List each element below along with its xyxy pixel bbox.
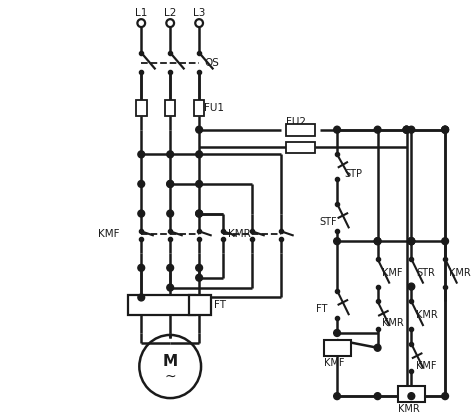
Circle shape <box>167 151 173 158</box>
Circle shape <box>442 238 448 245</box>
Bar <box>286 124 315 136</box>
Text: L1: L1 <box>135 8 147 18</box>
Text: STF: STF <box>319 218 337 228</box>
Text: KMF: KMF <box>383 268 403 278</box>
Text: L2: L2 <box>164 8 176 18</box>
Bar <box>398 386 425 402</box>
Text: FT: FT <box>316 304 327 314</box>
Bar <box>190 295 211 315</box>
Bar <box>324 340 351 356</box>
Circle shape <box>138 210 145 217</box>
Bar <box>165 100 175 116</box>
Circle shape <box>374 393 381 400</box>
Circle shape <box>167 210 173 217</box>
Circle shape <box>408 238 415 245</box>
Circle shape <box>334 126 340 133</box>
Bar <box>194 100 204 116</box>
Text: KMR: KMR <box>228 229 251 239</box>
Circle shape <box>334 238 340 245</box>
Text: KMR: KMR <box>416 310 438 320</box>
Circle shape <box>167 181 173 188</box>
Text: KMF: KMF <box>416 361 437 371</box>
Circle shape <box>408 283 415 290</box>
Circle shape <box>408 393 415 400</box>
Circle shape <box>138 265 145 271</box>
Circle shape <box>408 238 415 245</box>
Circle shape <box>442 126 448 133</box>
Circle shape <box>374 238 381 245</box>
Circle shape <box>138 151 145 158</box>
Bar <box>128 295 195 315</box>
Circle shape <box>196 151 202 158</box>
Circle shape <box>138 294 145 301</box>
Circle shape <box>196 210 202 217</box>
Circle shape <box>442 126 448 133</box>
Bar <box>286 141 315 154</box>
Text: M: M <box>163 354 178 369</box>
Text: L3: L3 <box>193 8 205 18</box>
Circle shape <box>374 344 381 351</box>
Circle shape <box>374 126 381 133</box>
Circle shape <box>196 181 202 188</box>
Circle shape <box>167 181 173 188</box>
Bar <box>136 100 146 116</box>
Text: STR: STR <box>416 268 435 278</box>
Circle shape <box>403 126 410 133</box>
Circle shape <box>196 126 202 133</box>
Circle shape <box>167 265 173 271</box>
Text: QS: QS <box>204 57 219 67</box>
Text: KMR: KMR <box>449 268 471 278</box>
Circle shape <box>374 238 381 245</box>
Circle shape <box>334 329 340 337</box>
Circle shape <box>408 126 415 133</box>
Text: KMF: KMF <box>98 229 119 239</box>
Text: STP: STP <box>345 169 363 179</box>
Circle shape <box>408 238 415 245</box>
Circle shape <box>403 126 410 133</box>
Text: FU2: FU2 <box>286 117 306 127</box>
Circle shape <box>196 265 202 271</box>
Circle shape <box>196 210 202 217</box>
Circle shape <box>442 393 448 400</box>
Text: FU1: FU1 <box>204 103 224 113</box>
Circle shape <box>196 274 202 281</box>
Circle shape <box>334 393 340 400</box>
Circle shape <box>442 126 448 133</box>
Circle shape <box>138 181 145 188</box>
Text: KMR: KMR <box>383 318 404 328</box>
Circle shape <box>403 126 410 133</box>
Text: KMR: KMR <box>398 404 419 414</box>
Circle shape <box>167 284 173 291</box>
Text: KMF: KMF <box>324 358 344 368</box>
Text: FT: FT <box>214 300 226 310</box>
Text: ~: ~ <box>164 369 176 384</box>
